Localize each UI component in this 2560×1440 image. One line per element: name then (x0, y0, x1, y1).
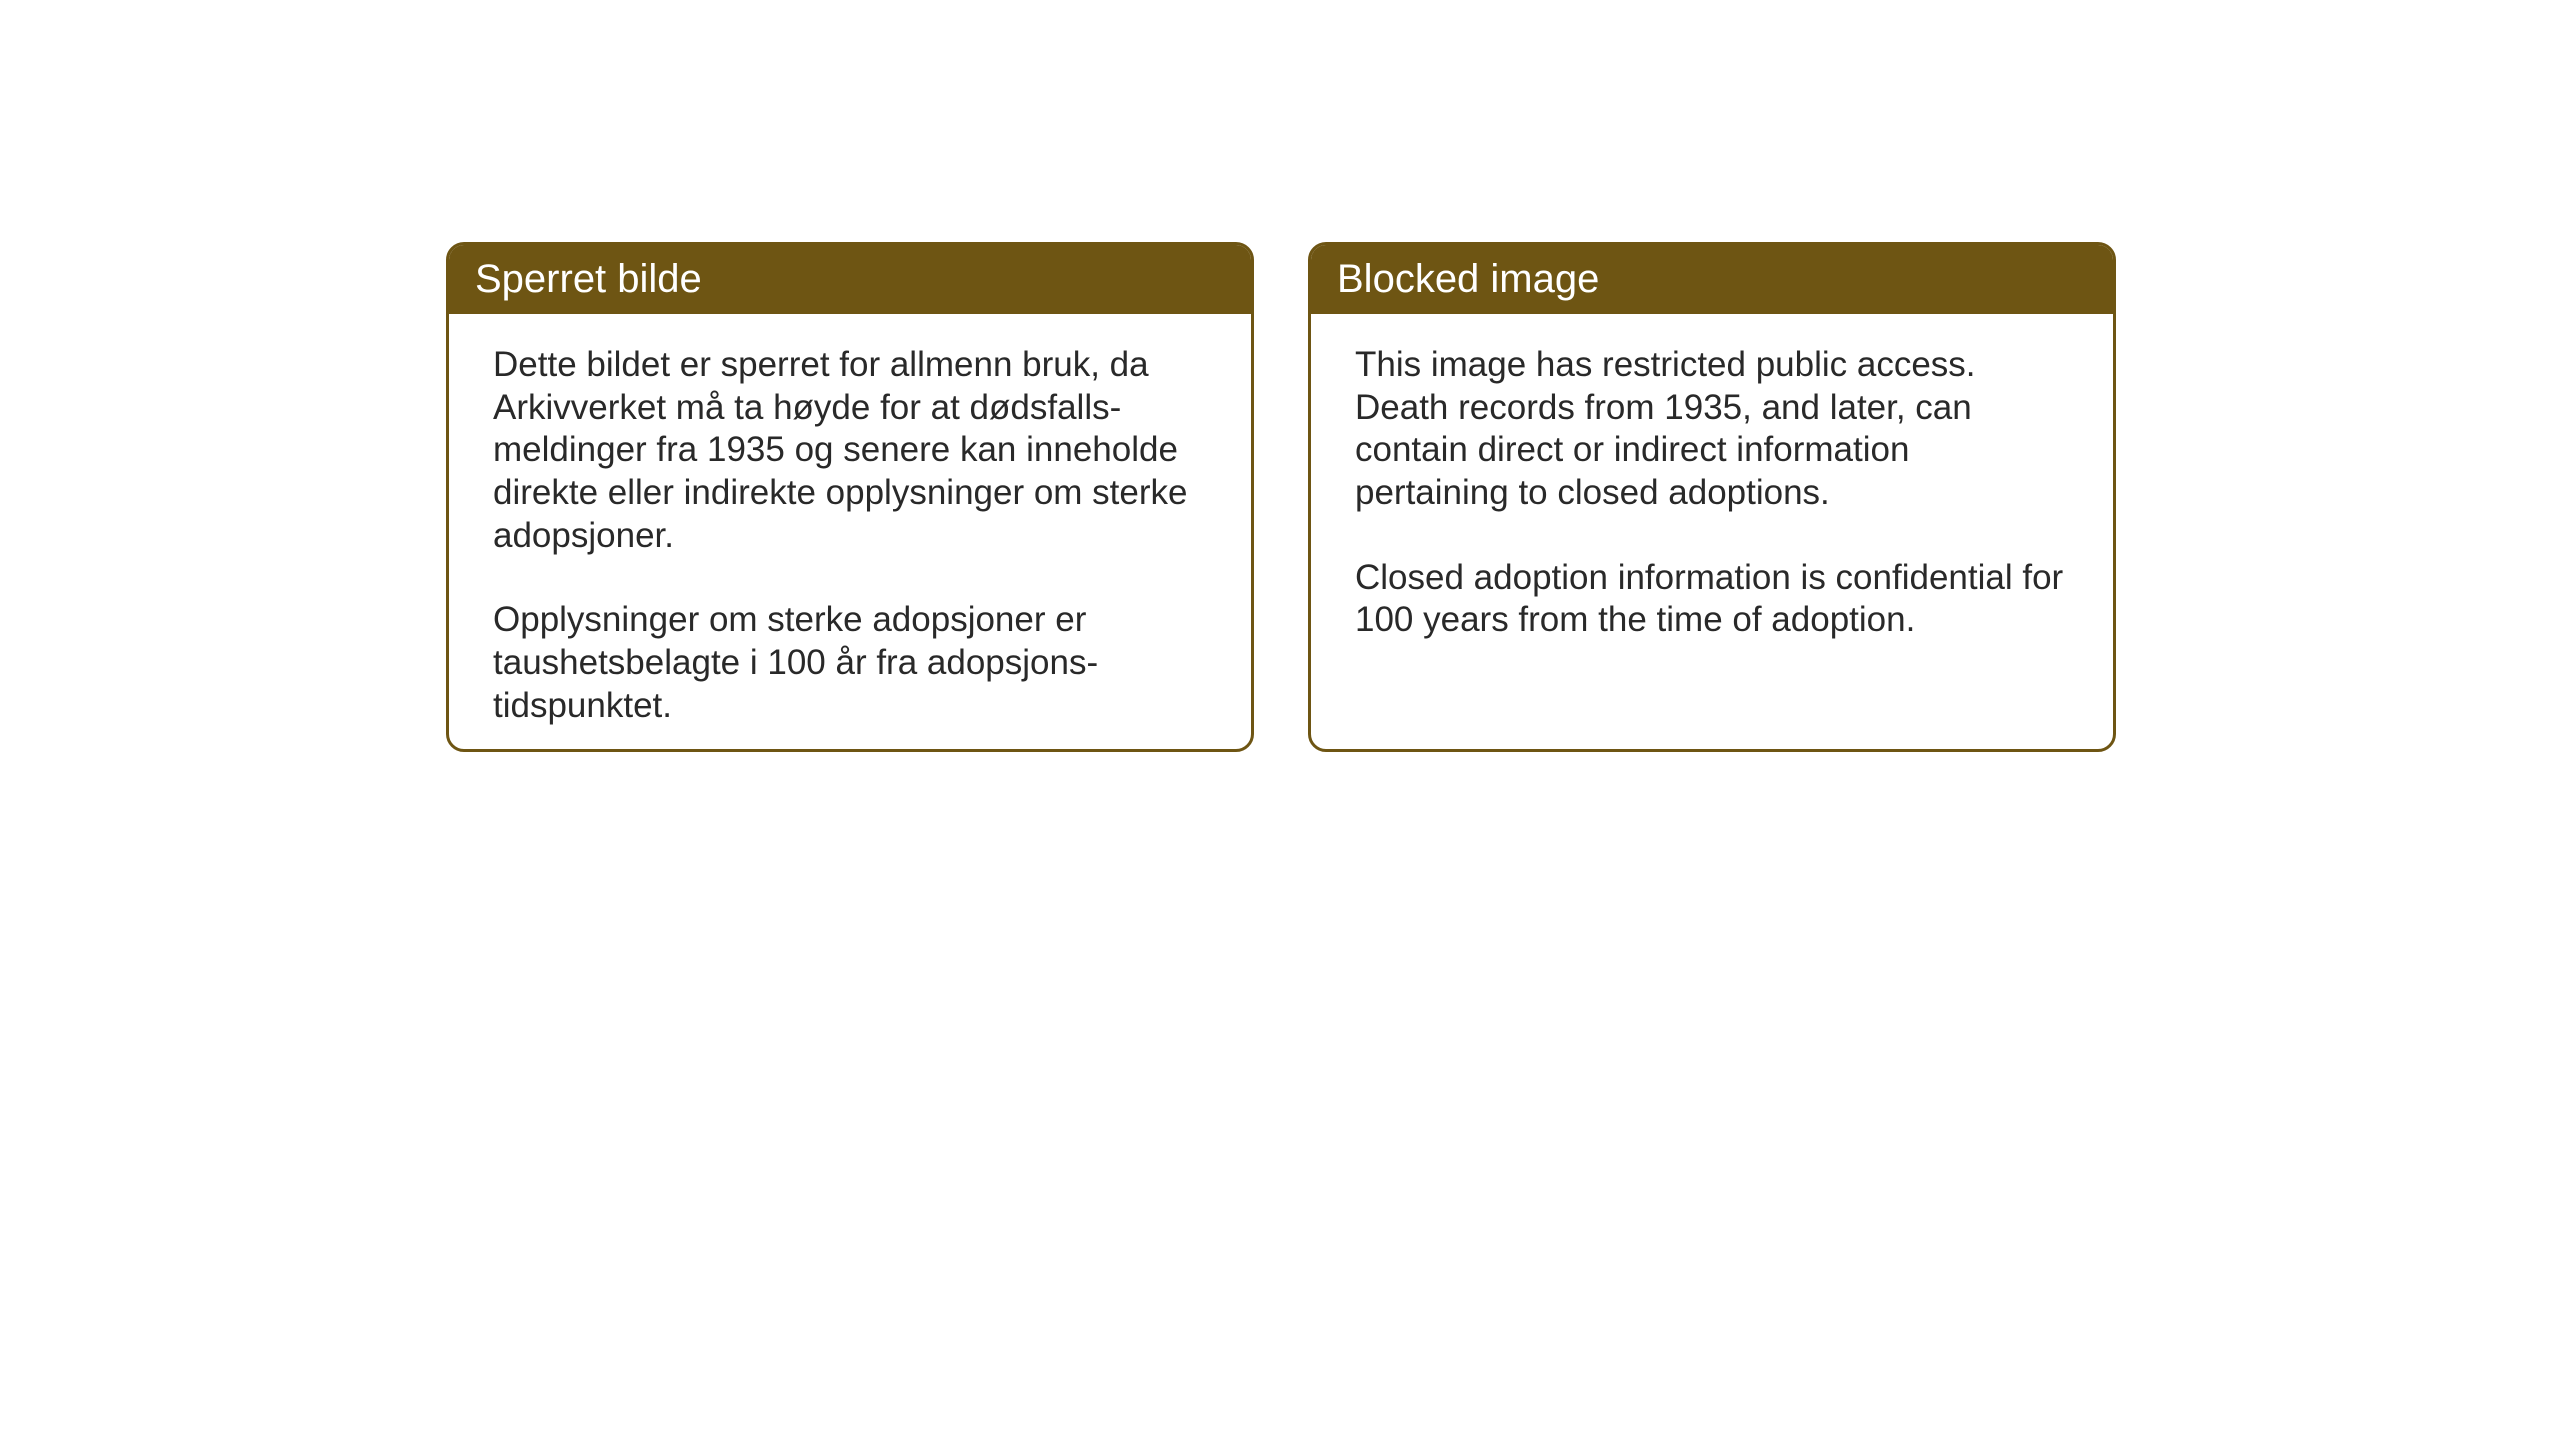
card-paragraph-english-2: Closed adoption information is confident… (1355, 557, 2069, 642)
card-title-english: Blocked image (1337, 257, 1599, 301)
card-body-english: This image has restricted public access.… (1311, 314, 2113, 672)
message-container: Sperret bilde Dette bildet er sperret fo… (0, 0, 2560, 752)
card-paragraph-english-1: This image has restricted public access.… (1355, 344, 2069, 515)
blocked-image-card-english: Blocked image This image has restricted … (1308, 242, 2116, 752)
card-title-norwegian: Sperret bilde (475, 257, 702, 301)
card-header-norwegian: Sperret bilde (449, 245, 1251, 314)
card-paragraph-norwegian-1: Dette bildet er sperret for allmenn bruk… (493, 344, 1207, 557)
card-paragraph-norwegian-2: Opplysninger om sterke adopsjoner er tau… (493, 599, 1207, 727)
blocked-image-card-norwegian: Sperret bilde Dette bildet er sperret fo… (446, 242, 1254, 752)
card-header-english: Blocked image (1311, 245, 2113, 314)
card-body-norwegian: Dette bildet er sperret for allmenn bruk… (449, 314, 1251, 752)
